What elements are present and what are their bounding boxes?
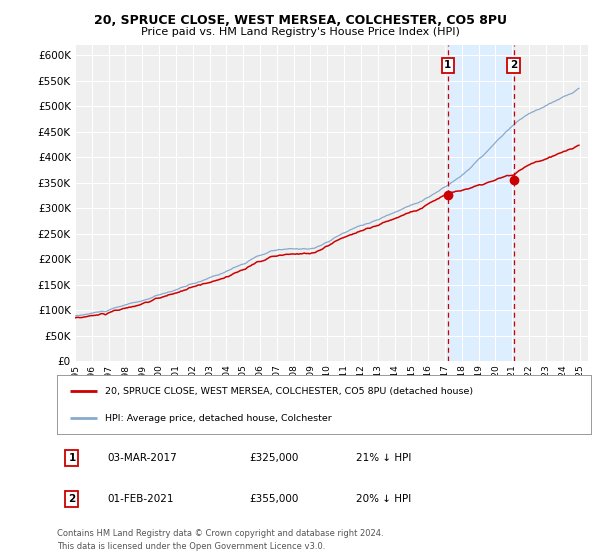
Bar <box>448 45 514 361</box>
Text: £325,000: £325,000 <box>249 452 299 463</box>
Text: This data is licensed under the Open Government Licence v3.0.: This data is licensed under the Open Gov… <box>57 542 325 551</box>
Text: 2: 2 <box>510 60 517 71</box>
Text: 20% ↓ HPI: 20% ↓ HPI <box>356 494 411 505</box>
Text: HPI: Average price, detached house, Colchester: HPI: Average price, detached house, Colc… <box>105 414 332 423</box>
Text: £355,000: £355,000 <box>249 494 299 505</box>
Text: Contains HM Land Registry data © Crown copyright and database right 2024.: Contains HM Land Registry data © Crown c… <box>57 529 383 538</box>
Text: 01-FEB-2021: 01-FEB-2021 <box>108 494 174 505</box>
Text: 1: 1 <box>68 452 76 463</box>
Text: 21% ↓ HPI: 21% ↓ HPI <box>356 452 412 463</box>
Text: Price paid vs. HM Land Registry's House Price Index (HPI): Price paid vs. HM Land Registry's House … <box>140 27 460 37</box>
Text: 20, SPRUCE CLOSE, WEST MERSEA, COLCHESTER, CO5 8PU (detached house): 20, SPRUCE CLOSE, WEST MERSEA, COLCHESTE… <box>105 386 473 395</box>
Text: 2: 2 <box>68 494 76 505</box>
Text: 1: 1 <box>444 60 452 71</box>
Text: 20, SPRUCE CLOSE, WEST MERSEA, COLCHESTER, CO5 8PU: 20, SPRUCE CLOSE, WEST MERSEA, COLCHESTE… <box>94 14 506 27</box>
Text: 03-MAR-2017: 03-MAR-2017 <box>108 452 178 463</box>
